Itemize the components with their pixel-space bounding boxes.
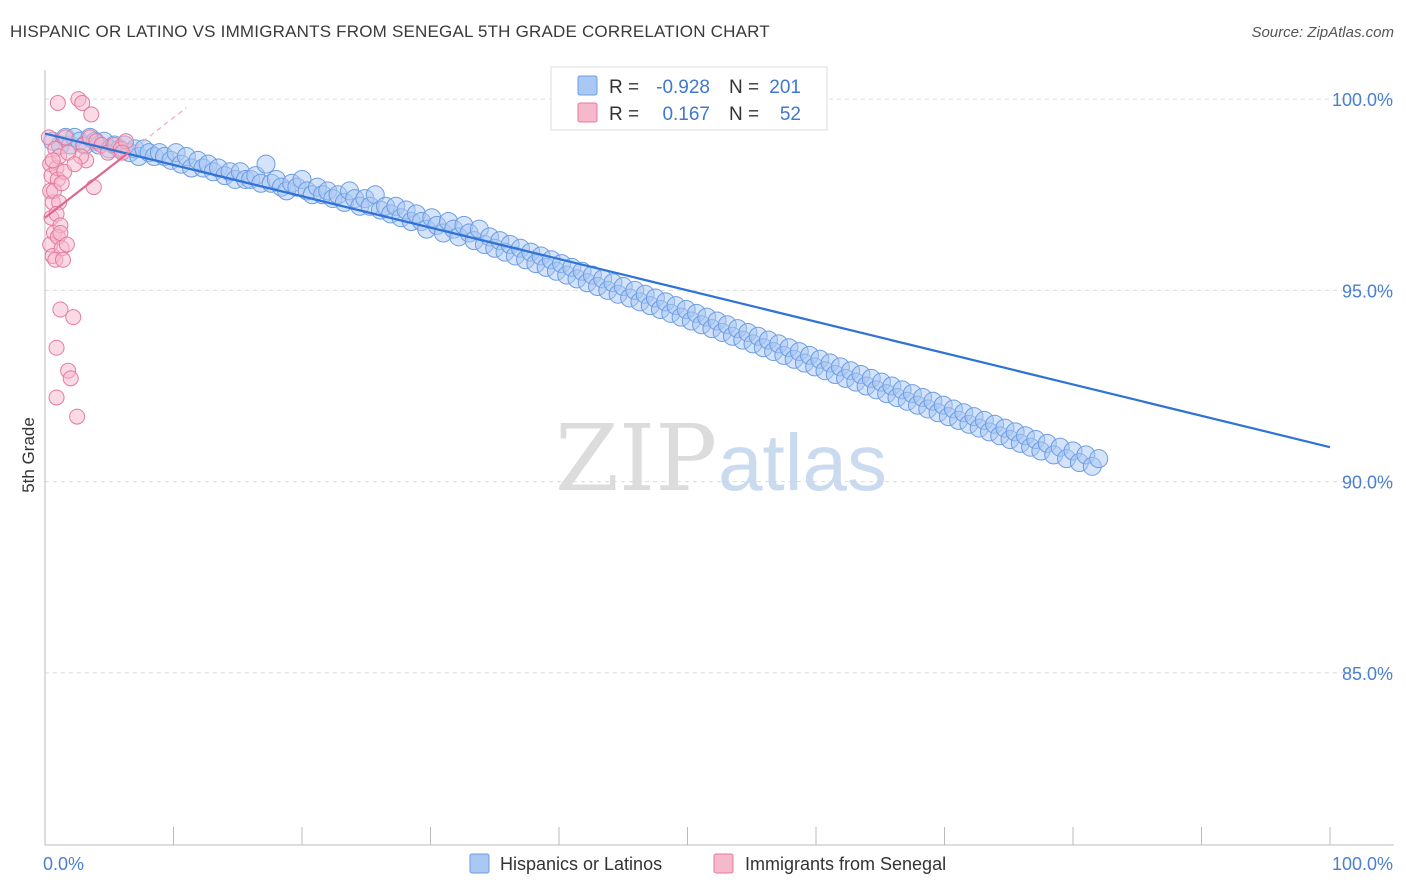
- source-label: Source: ZipAtlas.com: [1251, 24, 1394, 41]
- point-hispanics: [256, 154, 276, 174]
- point-senegal: [65, 309, 82, 326]
- point-senegal: [58, 236, 75, 253]
- point-senegal: [74, 94, 91, 111]
- y-axis-label: 5th Grade: [19, 417, 38, 493]
- point-senegal: [54, 251, 71, 268]
- y-tick-labels: 85.0% 90.0% 95.0% 100.0%: [1332, 90, 1393, 684]
- watermark: ZIP atlas: [555, 405, 887, 512]
- point-senegal: [52, 301, 69, 318]
- y-tick-label: 100.0%: [1332, 90, 1393, 110]
- series-senegal-points: [40, 91, 134, 425]
- point-senegal: [62, 370, 79, 387]
- point-senegal: [48, 389, 65, 406]
- x-tick-labels: 0.0% 100.0%: [43, 854, 1393, 874]
- point-senegal: [53, 175, 70, 192]
- trend-line-senegal: [44, 151, 130, 219]
- y-tick-label: 85.0%: [1342, 664, 1393, 684]
- watermark-atlas: atlas: [718, 418, 887, 507]
- legend-label-senegal: Immigrants from Senegal: [745, 854, 946, 874]
- stats-r-label-1: R =: [609, 77, 639, 98]
- stats-r-value-1: -0.928: [656, 77, 710, 98]
- y-tick-label: 90.0%: [1342, 473, 1393, 493]
- stats-n-value-2: 52: [780, 104, 801, 125]
- stats-box: R = -0.928 N = 201 R = 0.167 N = 52: [550, 66, 828, 131]
- x-tick-label: 100.0%: [1332, 854, 1393, 874]
- point-senegal: [66, 156, 83, 173]
- stats-n-label-1: N =: [729, 77, 759, 98]
- point-senegal: [44, 152, 61, 169]
- stats-swatch-hispanics: [577, 75, 598, 96]
- point-hispanics: [1089, 449, 1109, 469]
- legend-swatch-senegal: [713, 853, 734, 874]
- point-senegal: [69, 408, 86, 425]
- point-senegal: [48, 339, 65, 356]
- x-tick-label: 0.0%: [43, 854, 84, 874]
- stats-r-label-2: R =: [609, 104, 639, 125]
- trend-lines: [44, 107, 1331, 449]
- axes: [44, 70, 1394, 846]
- legend-swatch-hispanics: [469, 853, 490, 874]
- point-senegal: [49, 94, 66, 111]
- stats-n-label-2: N =: [729, 104, 759, 125]
- point-senegal: [85, 179, 102, 196]
- watermark-zip: ZIP: [555, 405, 717, 512]
- legend: Hispanics or Latinos Immigrants from Sen…: [469, 853, 946, 874]
- trend-line-senegal-extension: [128, 107, 187, 154]
- point-senegal: [83, 106, 100, 123]
- stats-swatch-senegal: [577, 102, 598, 123]
- stats-n-value-1: 201: [769, 77, 801, 98]
- y-tick-label: 95.0%: [1342, 281, 1393, 301]
- stats-r-value-2: 0.167: [662, 104, 710, 125]
- chart-title: HISPANIC OR LATINO VS IMMIGRANTS FROM SE…: [10, 22, 770, 41]
- legend-label-hispanics: Hispanics or Latinos: [500, 854, 662, 874]
- trend-line-hispanics: [44, 132, 1331, 449]
